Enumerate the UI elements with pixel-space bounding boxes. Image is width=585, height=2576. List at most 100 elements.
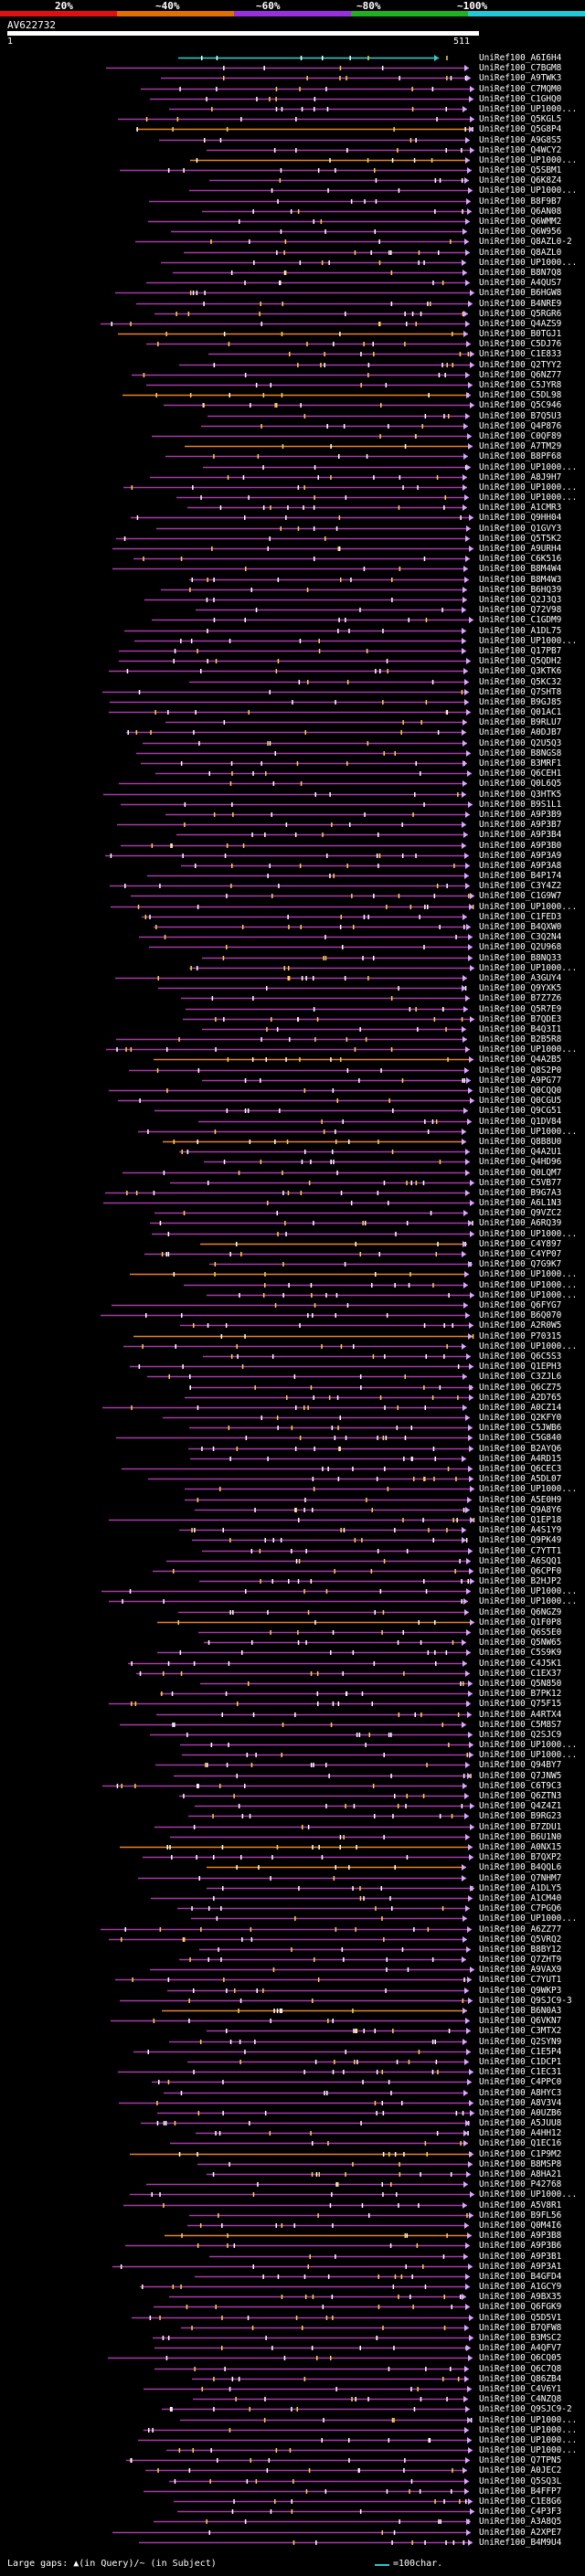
hit-label[interactable]: UniRef100_Q5NW65 <box>479 1638 562 1648</box>
hit-label[interactable]: UniRef100_UP1000... <box>479 2189 578 2200</box>
hit-label[interactable]: UniRef100_Q9SJC9-3 <box>479 1995 572 2006</box>
hit-row[interactable]: UniRef100_C1DCP1 <box>0 2057 585 2067</box>
hit-row[interactable]: UniRef100_A8V3V4 <box>0 2098 585 2108</box>
hit-label[interactable]: UniRef100_A6I6H4 <box>479 53 562 63</box>
hit-label[interactable]: UniRef100_UP1000... <box>479 461 578 472</box>
hit-label[interactable]: UniRef100_Q2U968 <box>479 942 562 953</box>
hit-label[interactable]: UniRef100_Q3KTK6 <box>479 666 562 677</box>
hit-label[interactable]: UniRef100_UP1000... <box>479 2424 578 2435</box>
hit-label[interactable]: UniRef100_A4RD15 <box>479 1453 562 1464</box>
hit-row[interactable]: UniRef100_UP1000... <box>0 104 585 114</box>
hit-label[interactable]: UniRef100_Q4P876 <box>479 420 562 431</box>
hit-label[interactable]: UniRef100_B4M9U4 <box>479 2537 562 2548</box>
hit-row[interactable]: UniRef100_UP1000... <box>0 1750 585 1760</box>
hit-label[interactable]: UniRef100_B4FFP7 <box>479 2486 562 2496</box>
hit-row[interactable]: UniRef100_A9P3B4 <box>0 830 585 840</box>
hit-row[interactable]: UniRef100_A1CM40 <box>0 1893 585 1903</box>
hit-label[interactable]: UniRef100_Q9CG51 <box>479 1106 562 1117</box>
hit-row[interactable]: UniRef100_UP1000... <box>0 1740 585 1750</box>
hit-row[interactable]: UniRef100_UP1000... <box>0 1596 585 1606</box>
hit-label[interactable]: UniRef100_B7QXP2 <box>479 1852 562 1863</box>
hit-label[interactable]: UniRef100_B7Q5U3 <box>479 410 562 421</box>
hit-row[interactable]: UniRef100_A9TWK3 <box>0 73 585 83</box>
hit-label[interactable]: UniRef100_Q6ZTN3 <box>479 1791 562 1802</box>
hit-label[interactable]: UniRef100_UP1000... <box>479 1289 578 1300</box>
hit-row[interactable]: UniRef100_B9GJ85 <box>0 697 585 707</box>
hit-label[interactable]: UniRef100_B9RG23 <box>479 1811 562 1822</box>
hit-row[interactable]: UniRef100_C4YP07 <box>0 1249 585 1259</box>
hit-label[interactable]: UniRef100_Q0LQM7 <box>479 1167 562 1178</box>
hit-row[interactable]: UniRef100_B8M4W4 <box>0 564 585 574</box>
hit-label[interactable]: UniRef100_B9G7A3 <box>479 1187 562 1198</box>
hit-label[interactable]: UniRef100_Q2U5Q3 <box>479 737 562 748</box>
hit-row[interactable]: UniRef100_C3ZJL6 <box>0 1372 585 1382</box>
hit-row[interactable]: UniRef100_Q6W956 <box>0 227 585 237</box>
hit-label[interactable]: UniRef100_B6U1N0 <box>479 1831 562 1842</box>
hit-row[interactable]: UniRef100_Q5NW65 <box>0 1638 585 1648</box>
hit-row[interactable]: UniRef100_B2B5R8 <box>0 1034 585 1044</box>
hit-label[interactable]: UniRef100_C1EX37 <box>479 1668 562 1679</box>
hit-row[interactable]: UniRef100_A9P3B1 <box>0 2252 585 2262</box>
hit-label[interactable]: UniRef100_Q9WKP3 <box>479 1985 562 1996</box>
hit-row[interactable]: UniRef100_C7PGQ6 <box>0 1903 585 1913</box>
hit-row[interactable]: UniRef100_C4P3F3 <box>0 2507 585 2517</box>
hit-label[interactable]: UniRef100_C3ZJL6 <box>479 1372 562 1383</box>
hit-label[interactable]: UniRef100_UP1000... <box>479 1740 578 1751</box>
hit-row[interactable]: UniRef100_A1DL75 <box>0 626 585 636</box>
hit-label[interactable]: UniRef100_Q4A2B5 <box>479 1055 562 1065</box>
hit-row[interactable]: UniRef100_Q9SJC9-2 <box>0 2404 585 2414</box>
hit-label[interactable]: UniRef100_C7BGM8 <box>479 63 562 74</box>
hit-label[interactable]: UniRef100_Q6C7Q8 <box>479 2363 562 2374</box>
hit-row[interactable]: UniRef100_Q9YXK5 <box>0 983 585 993</box>
hit-row[interactable]: UniRef100_A9VAX9 <box>0 1965 585 1975</box>
hit-row[interactable]: UniRef100_Q9HH04 <box>0 513 585 523</box>
hit-label[interactable]: UniRef100_B0TGJ1 <box>479 329 562 340</box>
hit-row[interactable]: UniRef100_B6HGW8 <box>0 288 585 298</box>
hit-row[interactable]: UniRef100_B4NRE9 <box>0 299 585 309</box>
hit-row[interactable]: UniRef100_UP1000... <box>0 1586 585 1596</box>
hit-row[interactable]: UniRef100_UP1000... <box>0 1290 585 1300</box>
hit-row[interactable]: UniRef100_P70315 <box>0 1331 585 1341</box>
hit-label[interactable]: UniRef100_Q7ZHT9 <box>479 1955 562 1966</box>
hit-label[interactable]: UniRef100_A9VAX9 <box>479 1965 562 1976</box>
hit-label[interactable]: UniRef100_Q1GVY3 <box>479 523 562 534</box>
hit-label[interactable]: UniRef100_Q5SQ3L <box>479 2475 562 2486</box>
hit-row[interactable]: UniRef100_Q5D5V1 <box>0 2313 585 2323</box>
hit-row[interactable]: UniRef100_Q7SHT8 <box>0 687 585 697</box>
hit-row[interactable]: UniRef100_Q2U968 <box>0 942 585 952</box>
hit-label[interactable]: UniRef100_Q1EPH3 <box>479 1362 562 1373</box>
hit-row[interactable]: UniRef100_UP1000... <box>0 493 585 503</box>
hit-label[interactable]: UniRef100_UP1000... <box>479 482 578 493</box>
hit-label[interactable]: UniRef100_UP1000... <box>479 1341 578 1352</box>
hit-label[interactable]: UniRef100_B8PF68 <box>479 451 562 462</box>
hit-row[interactable]: UniRef100_Q8AZL0 <box>0 248 585 258</box>
hit-row[interactable]: UniRef100_UP1000... <box>0 462 585 472</box>
hit-row[interactable]: UniRef100_Q5KGL5 <box>0 114 585 124</box>
hit-label[interactable]: UniRef100_C3MTX2 <box>479 2026 562 2037</box>
hit-row[interactable]: UniRef100_A9P3B7 <box>0 820 585 830</box>
hit-label[interactable]: UniRef100_B7QDE3 <box>479 1013 562 1024</box>
hit-label[interactable]: UniRef100_A8HA21 <box>479 2169 562 2180</box>
hit-row[interactable]: UniRef100_C3MTX2 <box>0 2026 585 2036</box>
hit-label[interactable]: UniRef100_Q9YXK5 <box>479 983 562 994</box>
hit-label[interactable]: UniRef100_B6N0A3 <box>479 2006 562 2016</box>
hit-label[interactable]: UniRef100_UP1000... <box>479 1750 578 1761</box>
hit-row[interactable]: UniRef100_C5G840 <box>0 1433 585 1443</box>
hit-label[interactable]: UniRef100_B6HGW8 <box>479 288 562 299</box>
hit-label[interactable]: UniRef100_Q2KFY0 <box>479 1413 562 1424</box>
hit-row[interactable]: UniRef100_UP1000... <box>0 1280 585 1290</box>
hit-label[interactable]: UniRef100_A3A8Q5 <box>479 2517 562 2528</box>
hit-row[interactable]: UniRef100_C6K516 <box>0 554 585 564</box>
hit-row[interactable]: UniRef100_Q0CGU5 <box>0 1096 585 1106</box>
hit-row[interactable]: UniRef100_B4P174 <box>0 871 585 881</box>
hit-label[interactable]: UniRef100_A1GCY9 <box>479 2282 562 2293</box>
hit-row[interactable]: UniRef100_A4RTX4 <box>0 1710 585 1720</box>
hit-row[interactable]: UniRef100_Q3KTK6 <box>0 666 585 676</box>
hit-row[interactable]: UniRef100_Q4AZS9 <box>0 319 585 329</box>
hit-row[interactable]: UniRef100_B7ZDU1 <box>0 1822 585 1832</box>
hit-label[interactable]: UniRef100_B7ZDU1 <box>479 1821 562 1832</box>
hit-label[interactable]: UniRef100_C7PGQ6 <box>479 1903 562 1914</box>
hit-row[interactable]: UniRef100_Q5KC32 <box>0 677 585 687</box>
hit-row[interactable]: UniRef100_Q1EPH3 <box>0 1362 585 1372</box>
hit-label[interactable]: UniRef100_C1GDM9 <box>479 615 562 626</box>
